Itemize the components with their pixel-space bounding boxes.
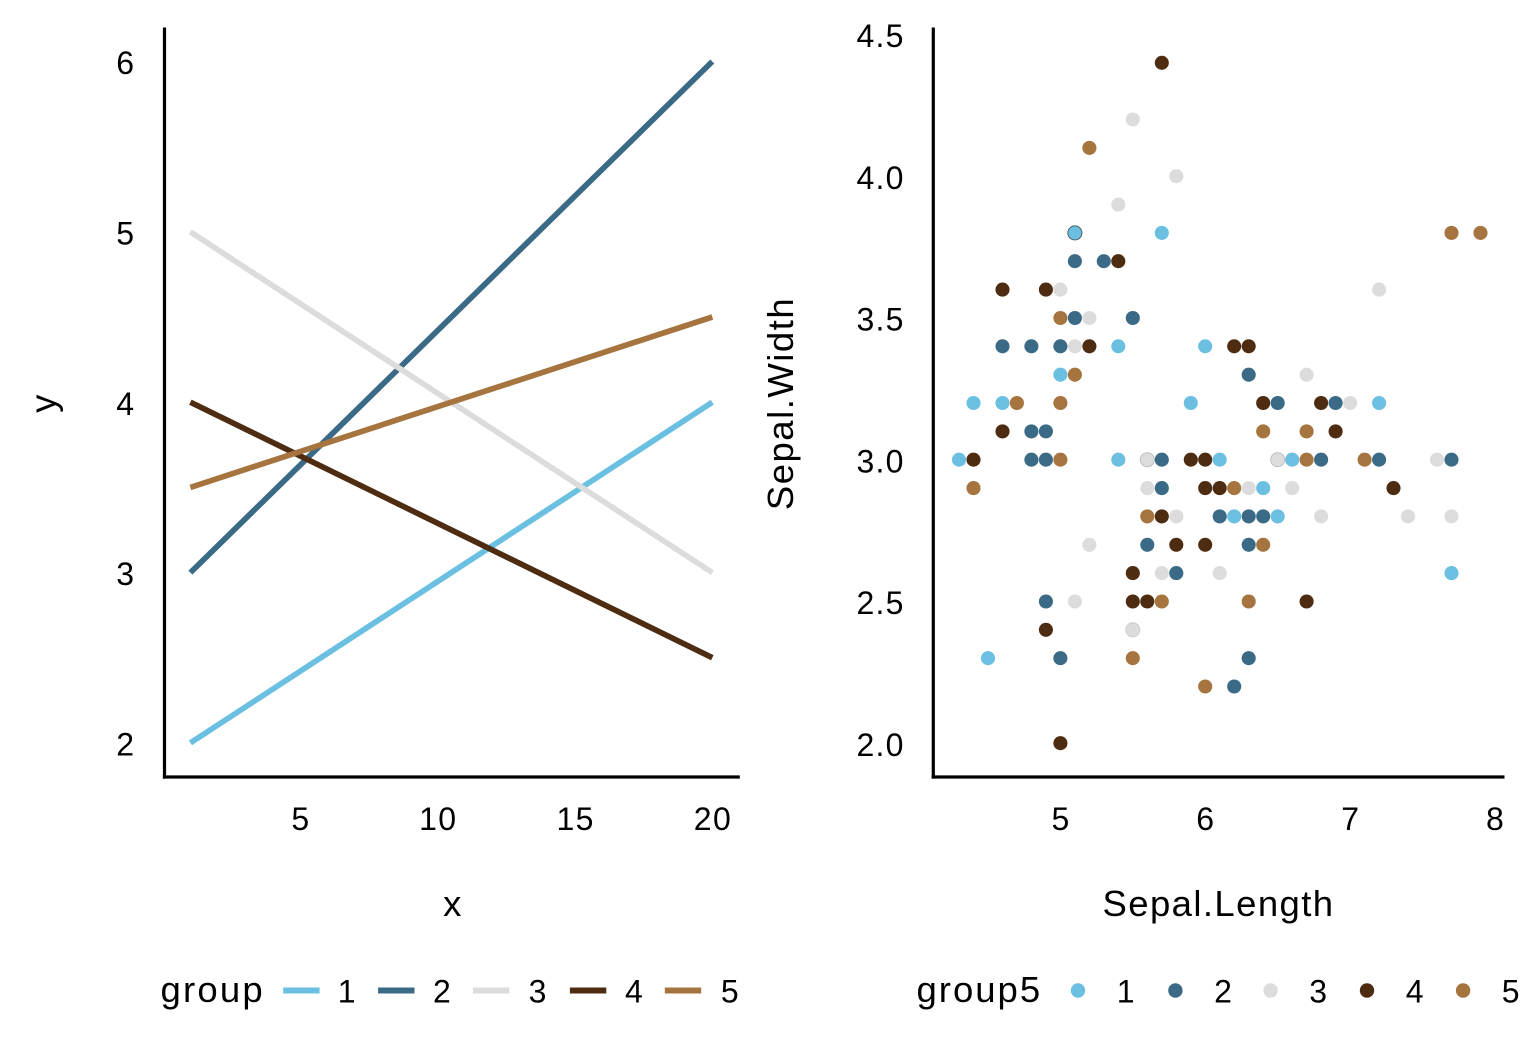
svg-text:2.5: 2.5 [857, 585, 905, 621]
svg-text:1: 1 [1117, 973, 1135, 1009]
svg-text:15: 15 [556, 801, 594, 837]
svg-text:3.5: 3.5 [857, 302, 905, 338]
svg-text:5: 5 [1502, 973, 1520, 1009]
svg-text:6: 6 [116, 45, 134, 81]
svg-text:2: 2 [433, 973, 451, 1009]
svg-text:6: 6 [1196, 801, 1214, 837]
svg-text:5: 5 [291, 801, 309, 837]
svg-text:2: 2 [116, 727, 134, 763]
svg-text:7: 7 [1341, 801, 1359, 837]
svg-text:8: 8 [1486, 801, 1504, 837]
svg-text:3: 3 [1309, 973, 1327, 1009]
svg-text:y: y [23, 394, 64, 413]
svg-text:4.5: 4.5 [857, 18, 905, 54]
svg-text:3: 3 [529, 973, 547, 1009]
svg-text:4: 4 [116, 386, 134, 422]
svg-text:Sepal.Length: Sepal.Length [1103, 883, 1335, 924]
svg-text:3: 3 [116, 556, 134, 592]
svg-text:4.0: 4.0 [857, 160, 905, 196]
svg-text:10: 10 [419, 801, 457, 837]
svg-text:group5: group5 [917, 969, 1043, 1010]
svg-text:group: group [161, 969, 265, 1010]
svg-text:x: x [443, 883, 461, 924]
svg-text:1: 1 [338, 973, 356, 1009]
svg-text:20: 20 [694, 801, 732, 837]
svg-text:4: 4 [625, 973, 643, 1009]
svg-text:5: 5 [116, 216, 134, 252]
svg-text:2: 2 [1214, 973, 1232, 1009]
svg-text:4: 4 [1406, 973, 1424, 1009]
svg-text:Sepal.Width: Sepal.Width [760, 297, 801, 510]
svg-text:3.0: 3.0 [857, 443, 905, 479]
svg-text:5: 5 [721, 973, 739, 1009]
svg-text:5: 5 [1052, 801, 1070, 837]
svg-text:2.0: 2.0 [857, 727, 905, 763]
